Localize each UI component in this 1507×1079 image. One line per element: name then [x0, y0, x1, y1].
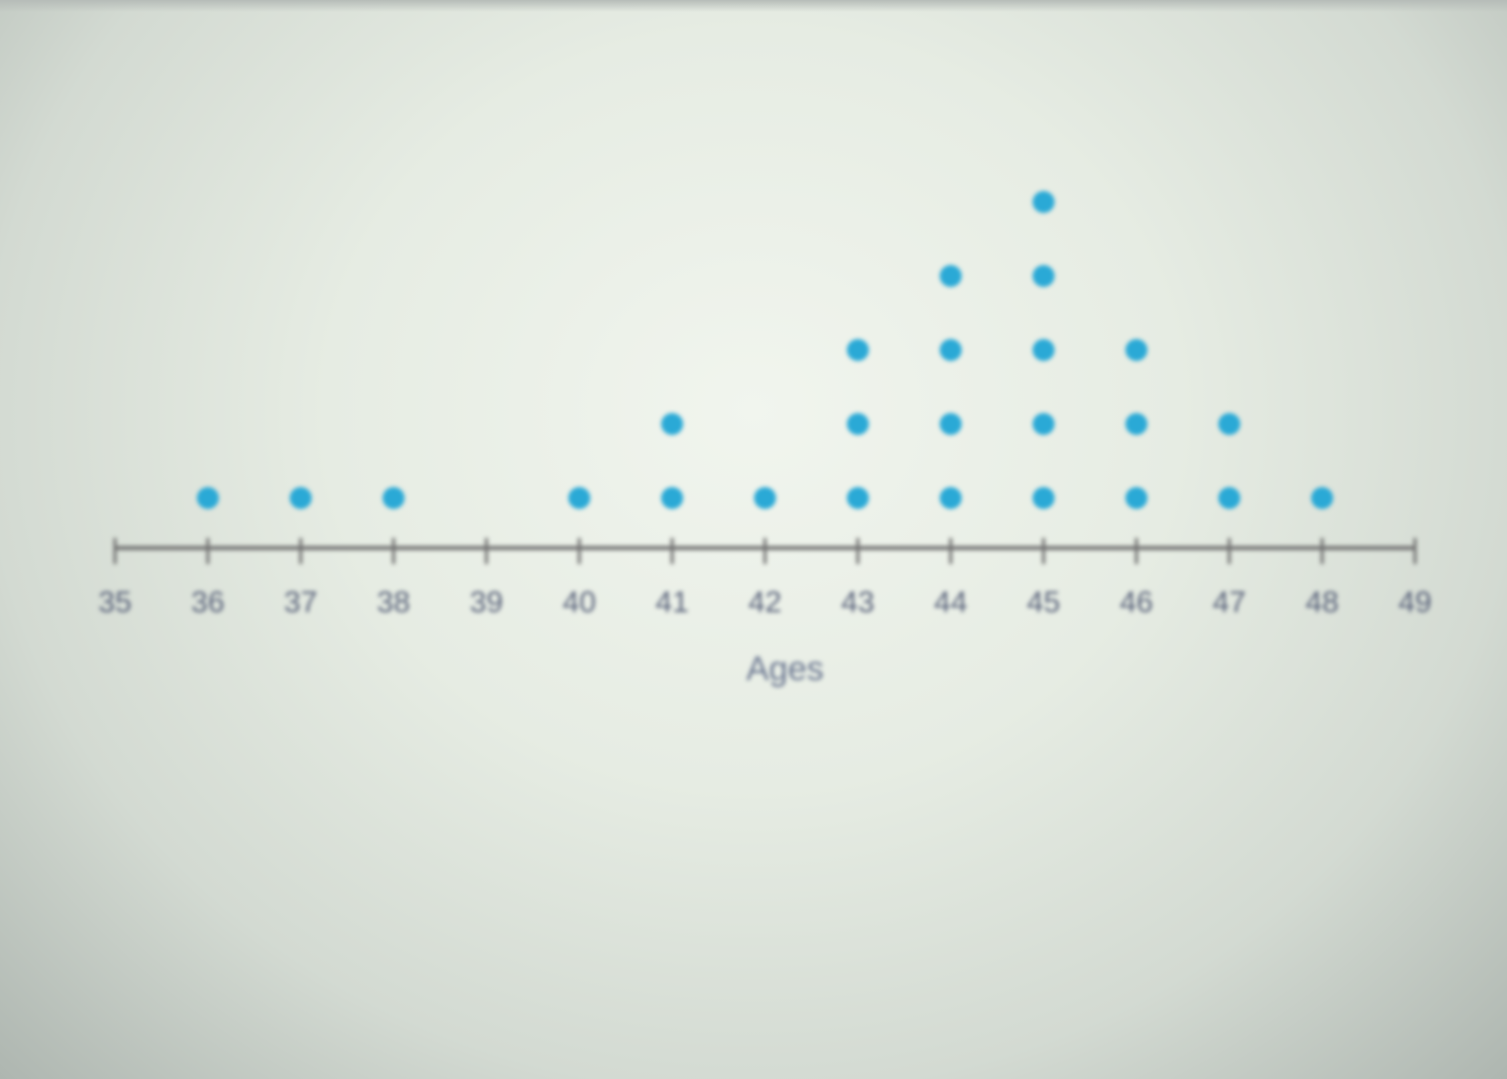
x-tick-label: 44	[934, 586, 967, 619]
data-dot	[754, 487, 776, 509]
data-dot	[289, 487, 312, 509]
data-dot	[1218, 487, 1241, 509]
data-dot	[382, 487, 405, 509]
x-tick-label: 42	[748, 586, 781, 619]
dot-series	[196, 191, 1334, 509]
data-dot	[1032, 413, 1055, 435]
data-dot	[1032, 191, 1055, 213]
x-tick-label: 39	[470, 586, 503, 619]
x-tick-label: 37	[284, 586, 317, 619]
data-dot	[196, 487, 219, 509]
data-dot	[939, 265, 962, 287]
x-tick-label: 38	[377, 586, 410, 619]
data-dot	[846, 487, 869, 509]
x-tick-label: 48	[1305, 586, 1338, 619]
data-dot	[939, 339, 962, 361]
x-tick-label: 46	[1120, 586, 1153, 619]
data-dot	[1125, 339, 1148, 361]
data-dot	[939, 487, 962, 509]
data-dot	[1218, 413, 1241, 435]
data-dot	[939, 413, 962, 435]
x-tick-label: 47	[1213, 586, 1246, 619]
x-tick-label: 36	[191, 586, 224, 619]
data-dot	[568, 487, 591, 509]
x-tick-label: 41	[655, 586, 688, 619]
data-dot	[661, 487, 684, 509]
data-dot	[1032, 487, 1055, 509]
x-tick-label: 40	[563, 586, 596, 619]
data-dot	[1032, 265, 1055, 287]
x-axis-label: Ages	[746, 650, 824, 688]
data-dot	[1125, 487, 1148, 509]
data-dot	[846, 339, 869, 361]
data-dot	[846, 413, 869, 435]
x-tick-label: 45	[1027, 586, 1060, 619]
x-tick-label: 43	[841, 586, 874, 619]
data-dot	[1032, 339, 1055, 361]
data-dot	[1125, 413, 1148, 435]
screen-top-edge	[0, 0, 1507, 12]
data-dot	[1311, 487, 1334, 509]
x-tick-label: 35	[98, 586, 131, 619]
x-tick-label: 49	[1398, 586, 1431, 619]
data-dot	[661, 413, 684, 435]
x-axis-ticks: 35 36 37 38 39 40 41 42 43 44 45 46 47 48 49	[98, 538, 1432, 619]
